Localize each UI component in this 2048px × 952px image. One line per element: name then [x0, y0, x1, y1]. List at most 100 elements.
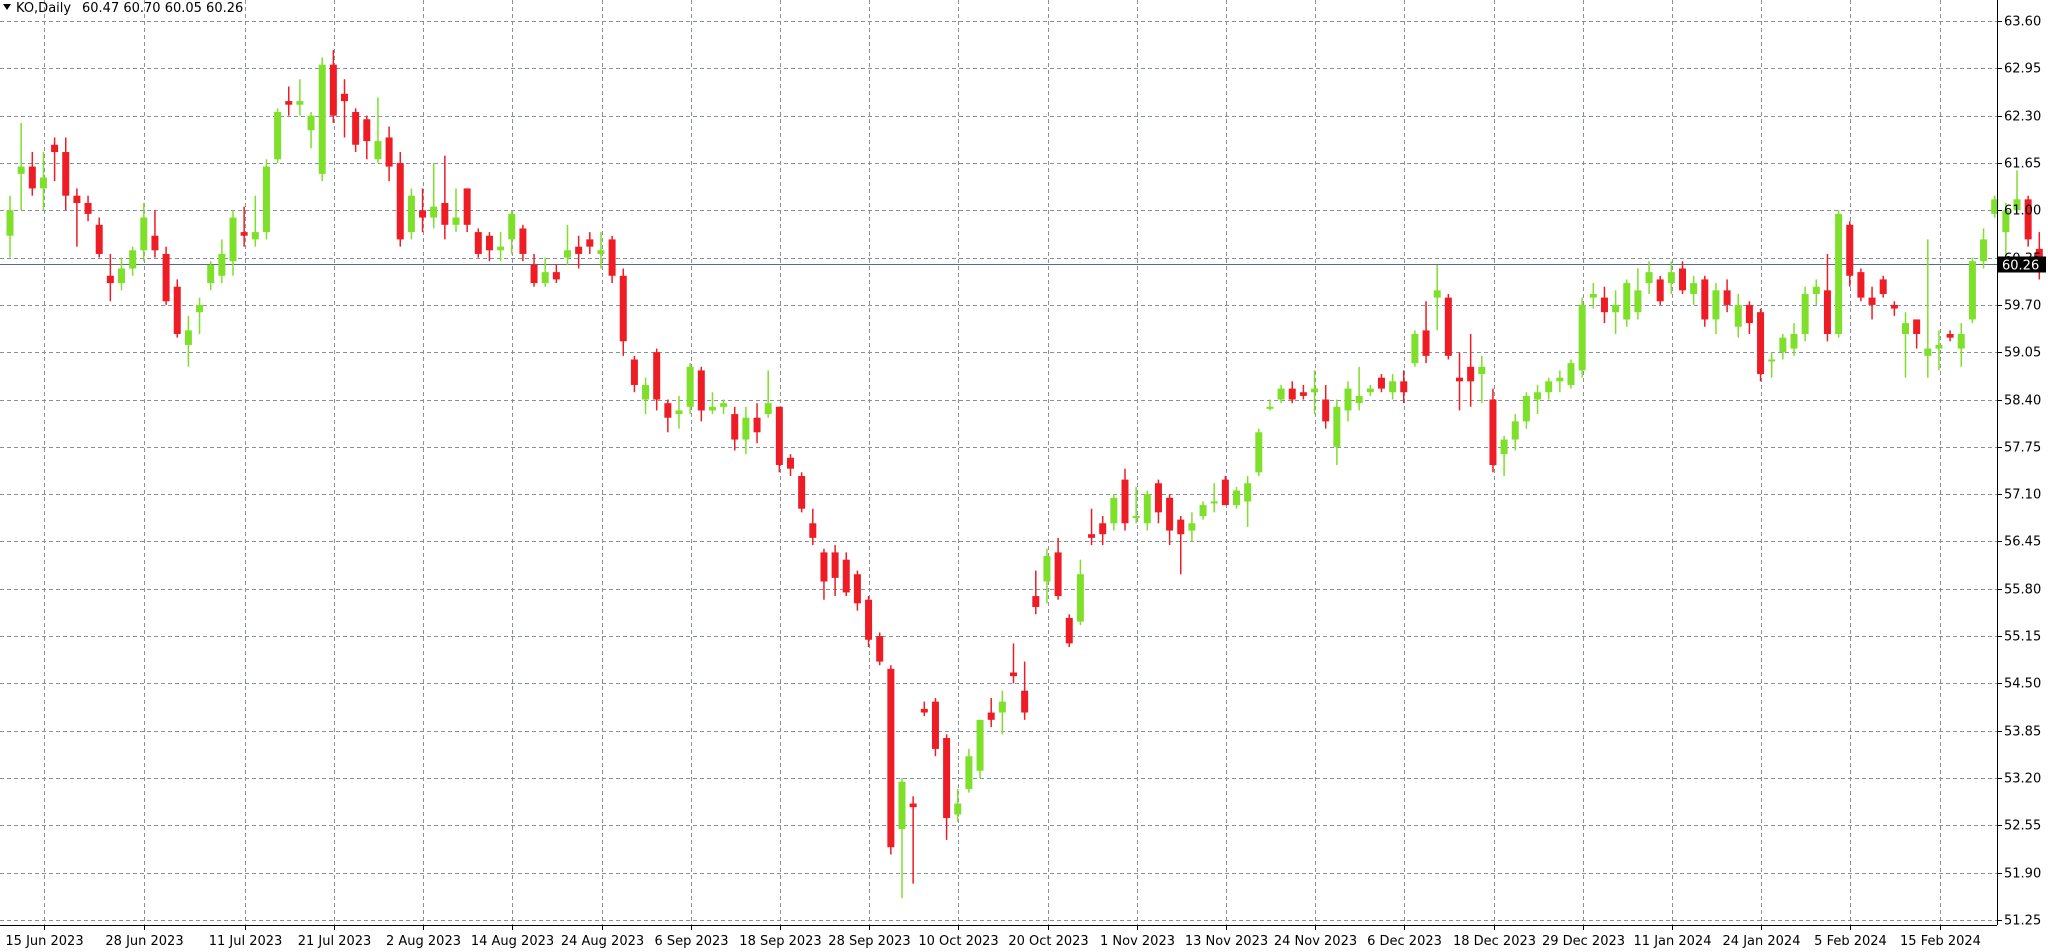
- bullish-candle: [998, 690, 1006, 735]
- bearish-candle: [95, 217, 103, 258]
- bullish-candle: [1132, 486, 1140, 524]
- candle-body: [976, 719, 984, 771]
- bullish-candle: [1578, 297, 1586, 378]
- candle-body: [1835, 213, 1843, 335]
- candle-body: [1088, 534, 1096, 538]
- candle-body: [497, 246, 505, 251]
- bearish-candle: [106, 253, 114, 302]
- candle-body: [1333, 406, 1341, 447]
- candle-body: [731, 414, 739, 440]
- bearish-candle: [62, 137, 70, 211]
- bullish-candle: [708, 392, 716, 415]
- x-tick-label: 28 Jun 2023: [105, 934, 183, 949]
- bullish-candle: [1545, 377, 1553, 400]
- candle-body: [686, 366, 694, 407]
- bearish-candle: [920, 701, 928, 717]
- x-tick-label: 18 Dec 2023: [1453, 934, 1536, 949]
- bullish-candle: [218, 239, 226, 284]
- candle-body: [363, 119, 371, 142]
- candle-body: [1589, 293, 1597, 298]
- candle-body: [1623, 283, 1631, 320]
- bullish-candle: [642, 377, 650, 415]
- bullish-candle: [1589, 283, 1597, 309]
- candle-body: [140, 217, 148, 251]
- bullish-candle: [564, 224, 571, 265]
- bullish-candle: [118, 257, 125, 291]
- candle-body: [1545, 381, 1553, 393]
- bearish-candle: [1166, 494, 1174, 546]
- bullish-candle: [129, 246, 137, 276]
- bearish-candle: [84, 195, 92, 222]
- bearish-candle: [1757, 308, 1765, 382]
- x-tick-label: 13 Nov 2023: [1185, 934, 1268, 949]
- candle-body: [485, 235, 493, 251]
- candle-body: [742, 417, 750, 440]
- candle-body: [1065, 617, 1073, 644]
- bearish-candle: [697, 366, 705, 422]
- bearish-candle: [1177, 515, 1185, 575]
- y-tick-label: 54.50: [2004, 677, 2041, 692]
- candle-body: [1522, 395, 1530, 422]
- candle-body: [441, 202, 449, 225]
- candle-body: [1812, 286, 1820, 294]
- candle-body: [1400, 381, 1408, 393]
- bullish-candle: [2013, 170, 2021, 214]
- candle-body: [1054, 552, 1062, 597]
- bearish-candle: [1467, 334, 1475, 407]
- candle-body: [1968, 261, 1976, 320]
- candle-body: [1600, 297, 1608, 313]
- candle-body: [95, 224, 103, 254]
- bullish-candle: [6, 195, 14, 258]
- candle-body: [218, 253, 226, 276]
- candle-body: [1177, 519, 1185, 535]
- candle-body: [653, 352, 661, 400]
- bullish-candle: [1812, 279, 1820, 305]
- bullish-candle: [1511, 414, 1519, 451]
- candle-body: [876, 636, 884, 662]
- candle-body: [1344, 388, 1352, 411]
- x-tick-label: 5 Feb 2024: [1814, 934, 1887, 949]
- candle-body: [1823, 290, 1831, 335]
- candle-body: [17, 166, 25, 174]
- candle-body: [798, 475, 806, 509]
- candle-body: [753, 417, 761, 433]
- candle-body: [1890, 304, 1898, 309]
- bearish-candle: [608, 235, 616, 284]
- bullish-candle: [1902, 312, 1909, 378]
- bullish-candle: [1355, 366, 1363, 411]
- candle-body: [1612, 304, 1620, 313]
- candle-body: [642, 384, 650, 400]
- bullish-candle: [207, 261, 215, 291]
- candle-body: [1578, 304, 1586, 371]
- candle-body: [274, 111, 282, 160]
- y-tick-label: 51.25: [2004, 914, 2041, 929]
- bullish-candle: [1188, 512, 1196, 542]
- candle-body: [965, 756, 973, 789]
- y-tick-label: 63.60: [2004, 15, 2041, 30]
- bullish-candle: [508, 210, 516, 254]
- bearish-candle: [619, 268, 627, 356]
- x-tick-label: 21 Jul 2023: [298, 934, 372, 949]
- bearish-candle: [753, 403, 761, 444]
- candle-body: [1444, 297, 1452, 356]
- candle-body: [39, 177, 47, 189]
- candle-body: [664, 403, 672, 418]
- y-tick-label: 57.75: [2004, 441, 2041, 456]
- candle-body: [1010, 672, 1017, 677]
- candle-body: [1645, 272, 1653, 284]
- y-tick-label: 62.95: [2004, 62, 2041, 77]
- candle-body: [1991, 199, 1999, 214]
- candle-body: [6, 210, 14, 236]
- x-tick-label: 6 Dec 2023: [1367, 934, 1442, 949]
- candle-body: [1879, 279, 1887, 294]
- bullish-candle: [1835, 210, 1843, 338]
- bullish-candle: [1500, 435, 1508, 476]
- candle-body: [541, 272, 549, 284]
- bullish-candle: [764, 370, 772, 418]
- candle-body: [720, 403, 728, 407]
- candle-body: [51, 144, 59, 153]
- candle-body: [552, 272, 560, 280]
- dropdown-triangle-icon[interactable]: [3, 4, 11, 10]
- candle-body: [1556, 377, 1564, 382]
- y-tick-label: 52.55: [2004, 819, 2041, 834]
